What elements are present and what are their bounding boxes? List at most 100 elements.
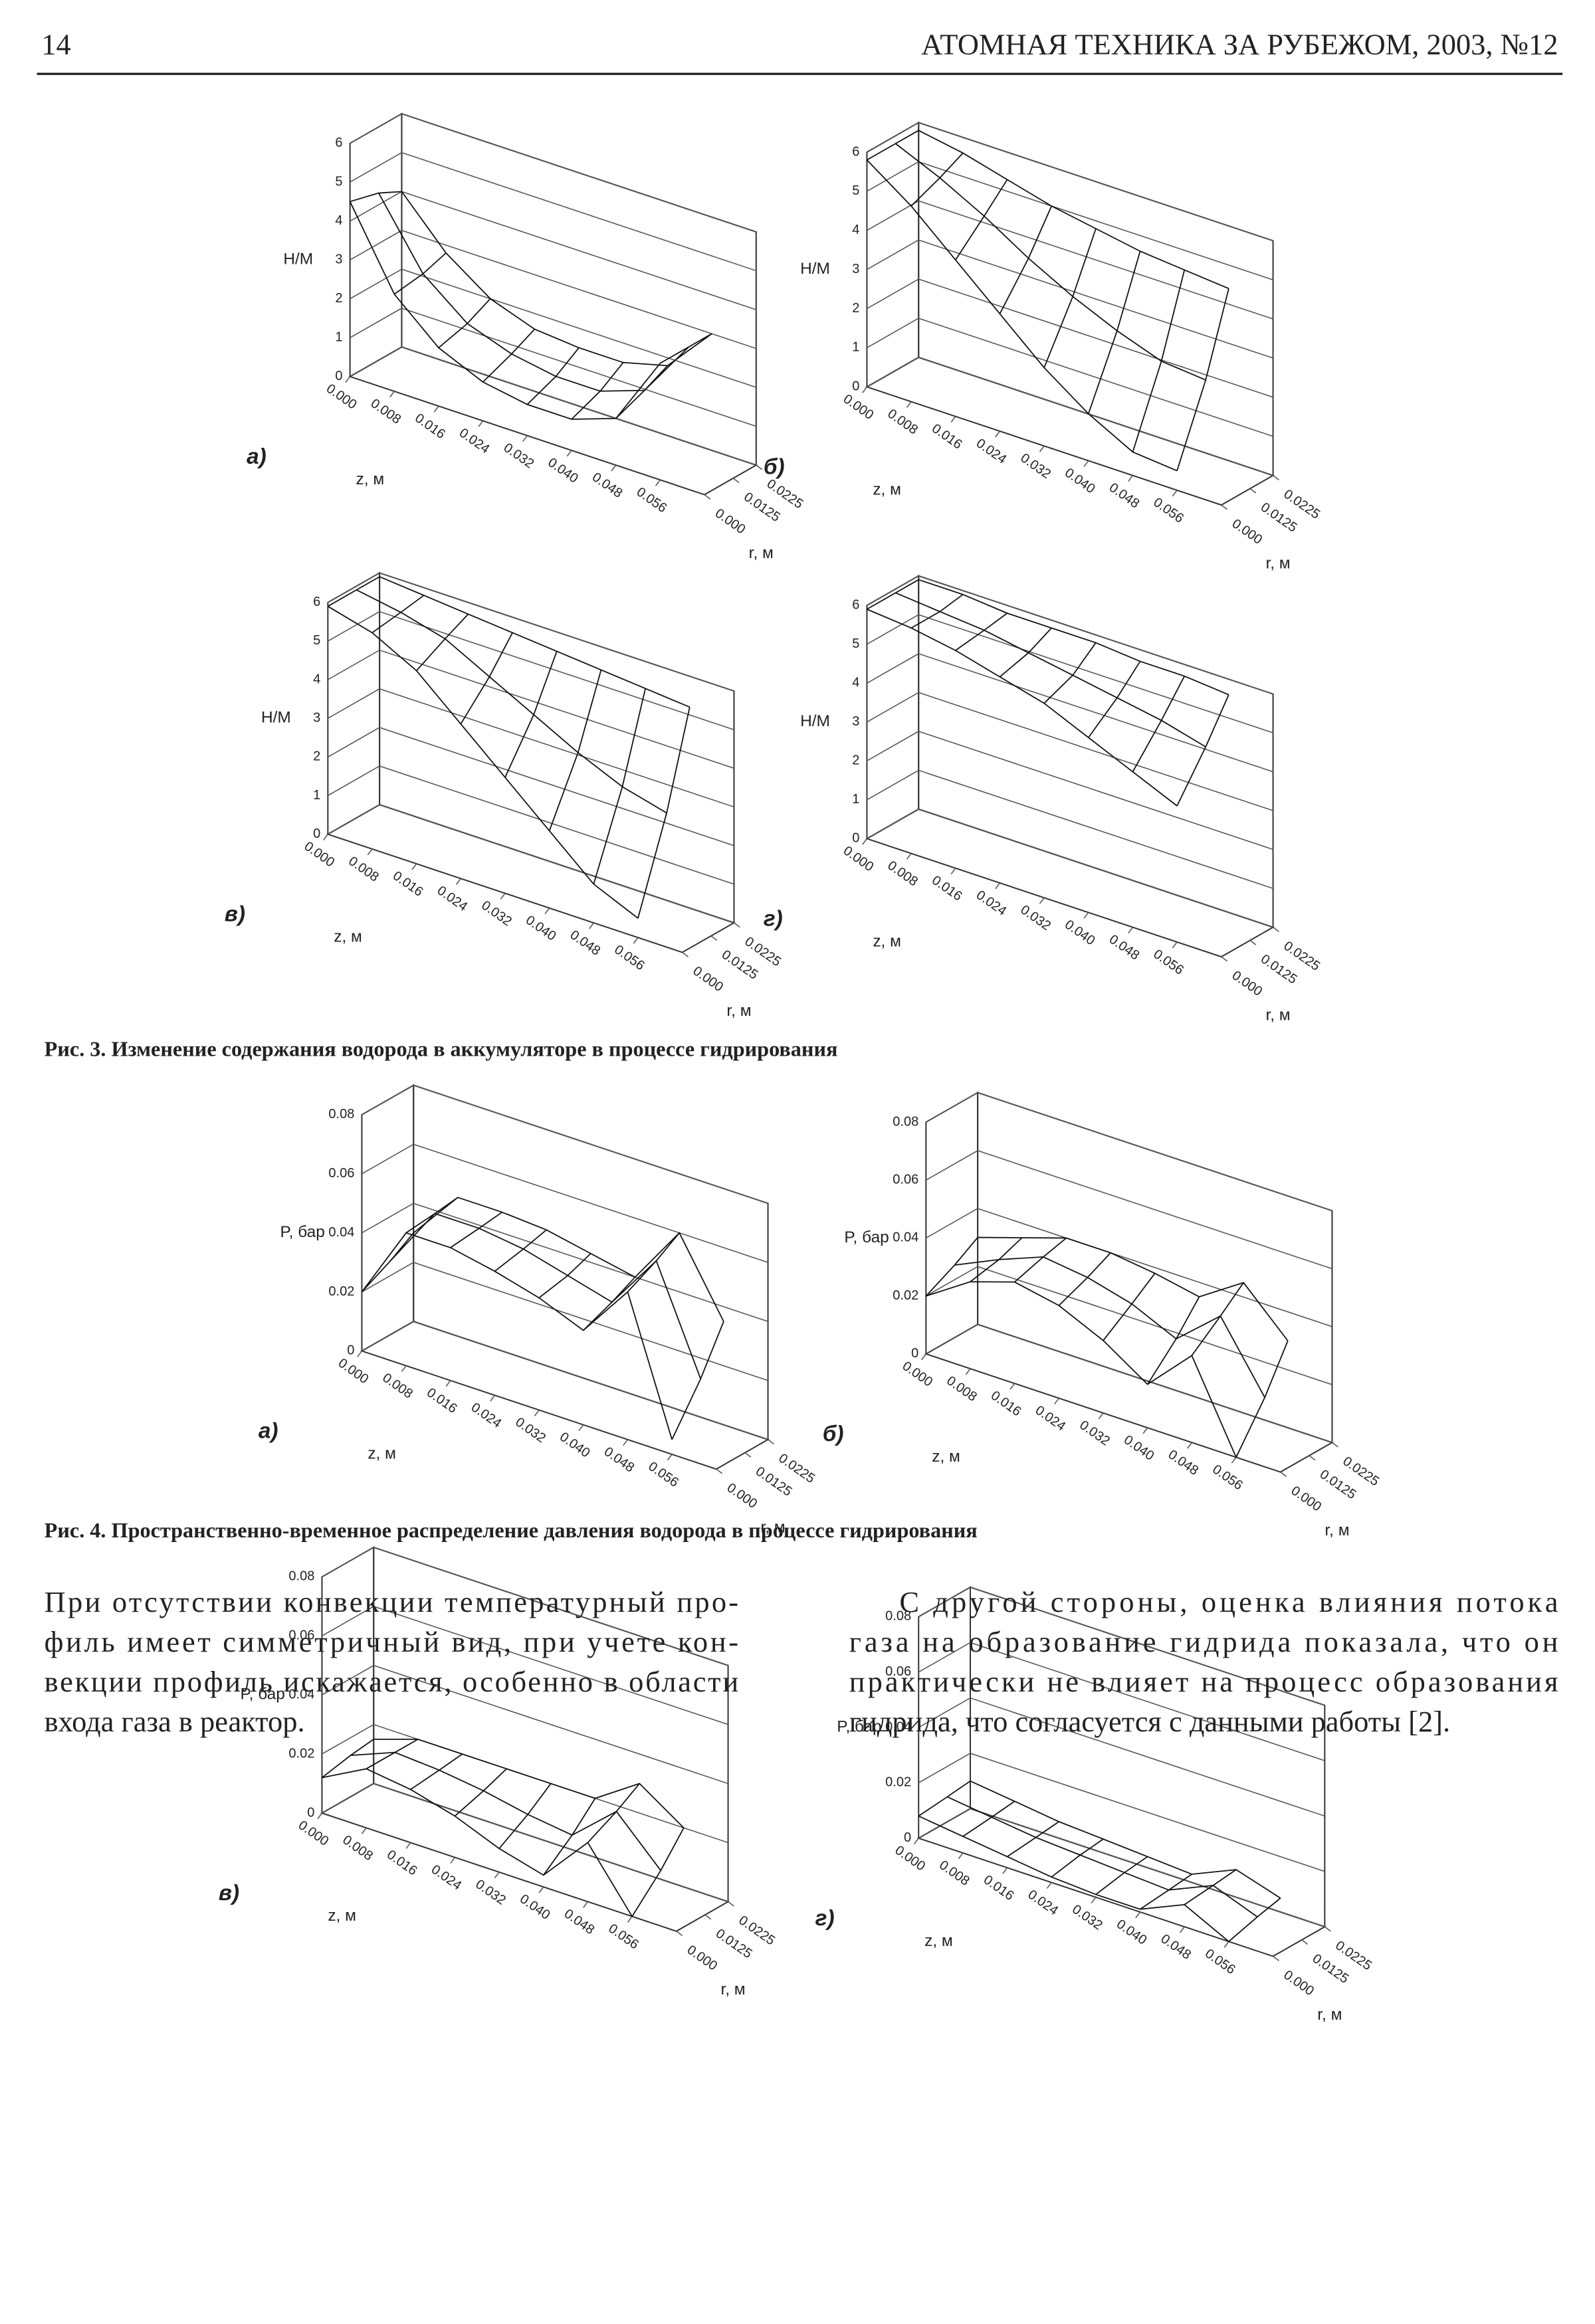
y-tick-label: 1 xyxy=(313,788,320,803)
grid-line xyxy=(362,1321,768,1440)
z-tick xyxy=(921,1353,926,1361)
z-tick xyxy=(655,479,661,486)
surface-line xyxy=(999,627,1052,678)
y-axis-title: P, бар xyxy=(241,1686,285,1703)
y-tick-label: 3 xyxy=(335,252,342,267)
r-tick xyxy=(1324,1926,1331,1932)
z-tick xyxy=(965,1368,971,1375)
y-tick-label: 1 xyxy=(335,330,342,345)
z-tick xyxy=(862,838,868,845)
r-tick xyxy=(744,1452,752,1458)
y-tick-label: 0.04 xyxy=(893,1230,918,1245)
grid-line xyxy=(327,765,734,885)
grid-line xyxy=(918,1587,1325,1706)
z-tick xyxy=(1179,1926,1185,1933)
surface-line xyxy=(373,1738,685,1828)
z-tick xyxy=(544,908,550,915)
r-tick xyxy=(768,1439,774,1445)
y-tick-label: 0.04 xyxy=(328,1225,354,1240)
body-text-line: входа газа в реактор. xyxy=(45,1705,305,1738)
y-tick-label: 0.02 xyxy=(893,1288,918,1303)
z-tick xyxy=(862,386,868,393)
surface-line xyxy=(1176,694,1229,807)
r-axis-title: r, м xyxy=(1265,554,1290,572)
y-axis-title: H/M xyxy=(800,712,830,730)
grid-line xyxy=(867,575,1273,695)
y-tick-label: 1 xyxy=(852,340,859,355)
z-axis-title: z, м xyxy=(924,1932,953,1950)
z-tick xyxy=(411,863,417,870)
y-tick-label: 0.06 xyxy=(328,1166,354,1181)
y-axis-title: H/M xyxy=(800,260,830,278)
surface-line xyxy=(538,1253,591,1299)
body-text-line: практически не влияет на процесс образов… xyxy=(849,1665,1558,1698)
surface-line xyxy=(867,579,919,610)
y-tick-label: 0.02 xyxy=(328,1284,354,1299)
z-tick xyxy=(583,1901,589,1908)
y-tick-label: 1 xyxy=(852,792,859,807)
grid-line xyxy=(322,1664,728,1785)
r-tick xyxy=(716,1468,723,1474)
z-tick xyxy=(611,464,617,472)
z-tick xyxy=(906,401,912,408)
z-tick xyxy=(357,1350,363,1357)
panel-label: а) xyxy=(259,1418,278,1443)
surface-line xyxy=(327,605,639,919)
z-tick xyxy=(995,431,1001,438)
surface-line xyxy=(526,347,580,405)
surface-line xyxy=(356,589,667,814)
body-text-line: С другой стороны, оценка влияния потока xyxy=(899,1585,1558,1618)
y-tick-label: 2 xyxy=(335,291,342,306)
r-tick xyxy=(1249,939,1257,945)
page-number: 14 xyxy=(41,27,70,60)
z-tick xyxy=(1128,927,1134,934)
grid-line xyxy=(867,357,1273,476)
surface-line xyxy=(1132,676,1186,773)
z-axis-title: z, м xyxy=(932,1448,960,1466)
surface-line xyxy=(895,143,1206,381)
y-tick-label: 0.08 xyxy=(885,1609,911,1624)
grid-line xyxy=(867,278,1273,398)
surface-line xyxy=(1043,642,1097,704)
y-tick-label: 5 xyxy=(335,174,342,189)
surface-line xyxy=(1140,1874,1192,1910)
grid-line xyxy=(322,1783,728,1903)
surface-line xyxy=(322,1768,633,1917)
grid-line xyxy=(867,730,1273,850)
y-tick-label: 0 xyxy=(313,826,320,841)
y-axis-title: H/M xyxy=(283,250,313,268)
y-tick-label: 0.08 xyxy=(893,1114,918,1129)
z-tick xyxy=(623,1439,629,1446)
surface-line xyxy=(349,201,661,420)
panel-label: в) xyxy=(219,1881,239,1905)
surface-line xyxy=(1095,1856,1148,1895)
z-tick xyxy=(345,376,351,383)
z-tick xyxy=(1039,445,1045,452)
z-tick xyxy=(1231,1456,1237,1464)
r-tick xyxy=(733,922,740,928)
surface-line xyxy=(379,576,691,708)
surface-line xyxy=(410,1753,463,1791)
grid-line xyxy=(925,1092,1332,1212)
z-tick xyxy=(445,1380,451,1387)
z-tick xyxy=(500,893,506,900)
surface-line xyxy=(1087,250,1141,415)
z-tick xyxy=(389,391,395,398)
surface-line xyxy=(1051,1838,1104,1878)
z-tick xyxy=(456,878,461,885)
r-axis-title: r, м xyxy=(726,1002,751,1020)
z-tick xyxy=(1223,1941,1229,1948)
surface-line xyxy=(548,670,602,831)
grid-line xyxy=(350,113,757,233)
surface-line xyxy=(1103,1273,1156,1341)
panel-label: б) xyxy=(823,1422,844,1446)
y-tick-label: 0.06 xyxy=(893,1173,918,1187)
surface-line xyxy=(372,595,425,634)
grid-line xyxy=(327,804,734,923)
surface-line xyxy=(583,1276,636,1331)
figure-caption: Рис. 4. Пространственно-временное распре… xyxy=(45,1518,978,1542)
z-tick xyxy=(627,1916,633,1923)
z-tick xyxy=(1083,912,1089,919)
z-tick xyxy=(522,435,528,442)
z-tick xyxy=(566,450,572,457)
